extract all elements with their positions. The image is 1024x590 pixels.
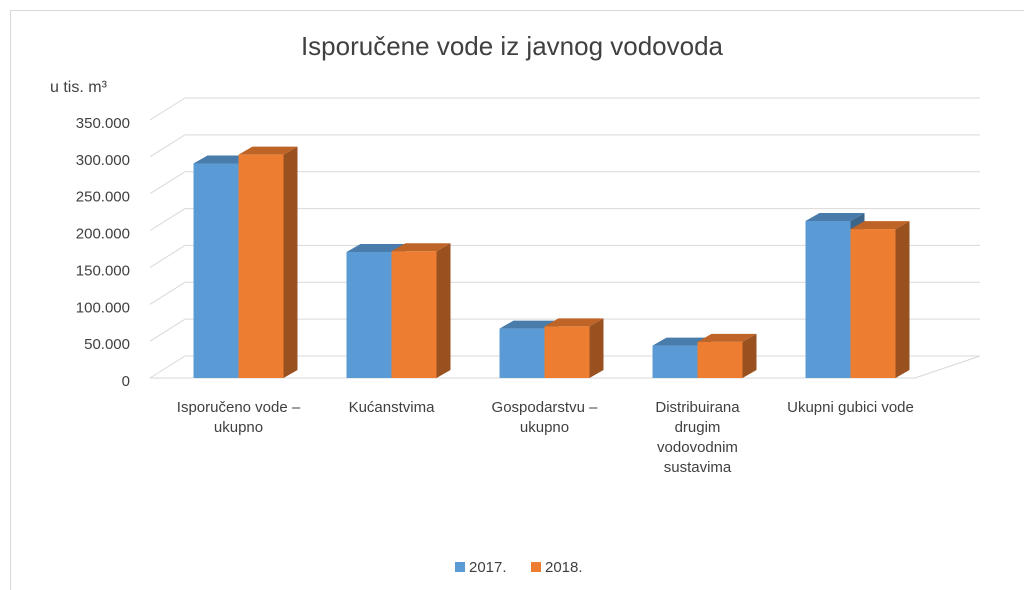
y-tick-label: 150.000 [76,262,130,279]
bar-side [742,333,757,378]
bar-front [805,220,851,378]
bar-side [589,318,604,378]
bar-top [499,320,559,329]
bar-front [346,251,392,378]
bar-top [544,318,604,327]
x-tick-label: Kućanstvima [348,399,435,416]
bar-front [697,341,743,378]
bar-top [238,146,298,155]
y-tick-label: 300.000 [76,152,130,169]
bar-side [895,221,910,378]
x-tick-label: Gospodarstvu – ukupno [491,399,598,436]
legend-label: 2018. [545,559,583,576]
chart-border [10,10,1024,590]
y-tick-label: 100.000 [76,299,130,316]
floor-right [914,355,981,379]
chart-title: Isporučene vode iz javnog vodovoda [301,31,724,61]
bar-top [193,155,253,164]
y-axis-label: u tis. m³ [50,79,108,96]
bar-front [238,154,284,378]
bar-top [652,337,712,346]
grid-line-side [149,281,186,305]
bar-front [652,345,698,378]
x-tick-label: Ukupni gubici vode [787,399,914,416]
legend-swatch [531,562,541,572]
bar-side [283,146,298,378]
bar-top [805,212,865,221]
grid-line-side [149,208,186,231]
bar [850,221,910,378]
bar-front [499,328,545,378]
bar-front [391,251,437,378]
bar-top [391,243,451,252]
bar [238,146,298,378]
grid-line-side [149,97,186,121]
bar-top [697,333,757,342]
bar-top [346,243,406,252]
y-tick-label: 350.000 [76,115,130,132]
grid-line-side [149,134,186,158]
grid-line-side [149,245,186,268]
bar [391,243,451,378]
grid-line-side [149,318,186,342]
bar-front [850,229,896,378]
y-tick-label: 200.000 [76,226,130,243]
bar-front [544,326,590,378]
bar [544,318,604,378]
x-tick-label: Distribuirana drugim vodovodnim sustavim… [655,399,740,476]
y-tick-label: 0 [122,373,130,390]
grid-line-side [149,355,186,379]
legend-label: 2017. [469,559,507,576]
grid-line-side [149,171,186,195]
bar-top [850,221,910,230]
x-tick-label: Isporučeno vode – ukupno [176,399,301,436]
y-tick-label: 50.000 [84,336,130,353]
bar [697,333,757,378]
bar-front [193,163,239,378]
y-tick-label: 250.000 [76,189,130,206]
legend-swatch [455,562,465,572]
bar-side [436,243,451,378]
